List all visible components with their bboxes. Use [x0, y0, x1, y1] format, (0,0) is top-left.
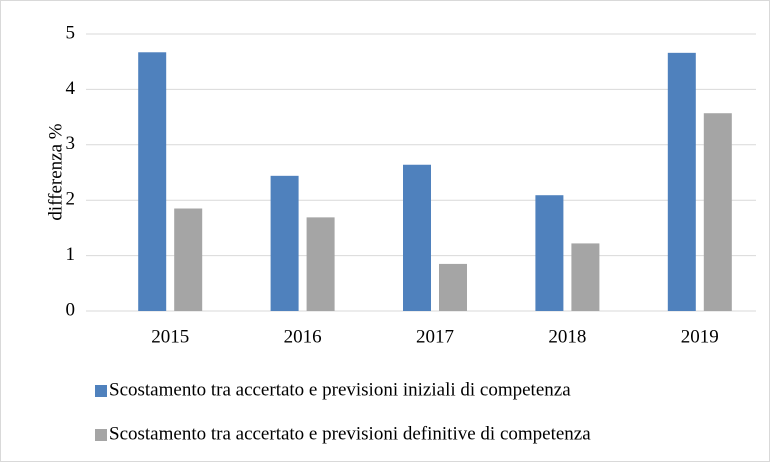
y-tick-label: 3	[66, 133, 76, 154]
y-tick-label: 2	[66, 189, 76, 210]
x-tick-label: 2016	[284, 326, 322, 347]
x-tick-label: 2017	[416, 326, 454, 347]
bar	[174, 208, 203, 311]
bar	[403, 164, 431, 311]
y-tick-label: 0	[66, 299, 76, 320]
legend-label: Scostamento tra accertato e previsioni i…	[109, 379, 571, 400]
bar	[306, 217, 335, 311]
bar	[270, 175, 299, 311]
bar	[535, 195, 564, 311]
x-tick-label: 2019	[681, 326, 719, 347]
bar	[138, 52, 167, 311]
x-tick-label: 2015	[151, 326, 189, 347]
legend-swatch	[95, 385, 107, 397]
x-tick-label: 2018	[548, 326, 586, 347]
y-tick-label: 4	[66, 78, 76, 99]
legend-label: Scostamento tra accertato e previsioni d…	[109, 423, 591, 444]
bar	[439, 263, 467, 311]
y-axis-label: differenza %	[45, 123, 66, 220]
legend-swatch	[95, 429, 107, 441]
bar	[703, 113, 732, 311]
y-tick-label: 5	[66, 22, 76, 43]
bar	[667, 52, 696, 311]
bar	[571, 243, 600, 311]
y-tick-label: 1	[66, 244, 76, 265]
